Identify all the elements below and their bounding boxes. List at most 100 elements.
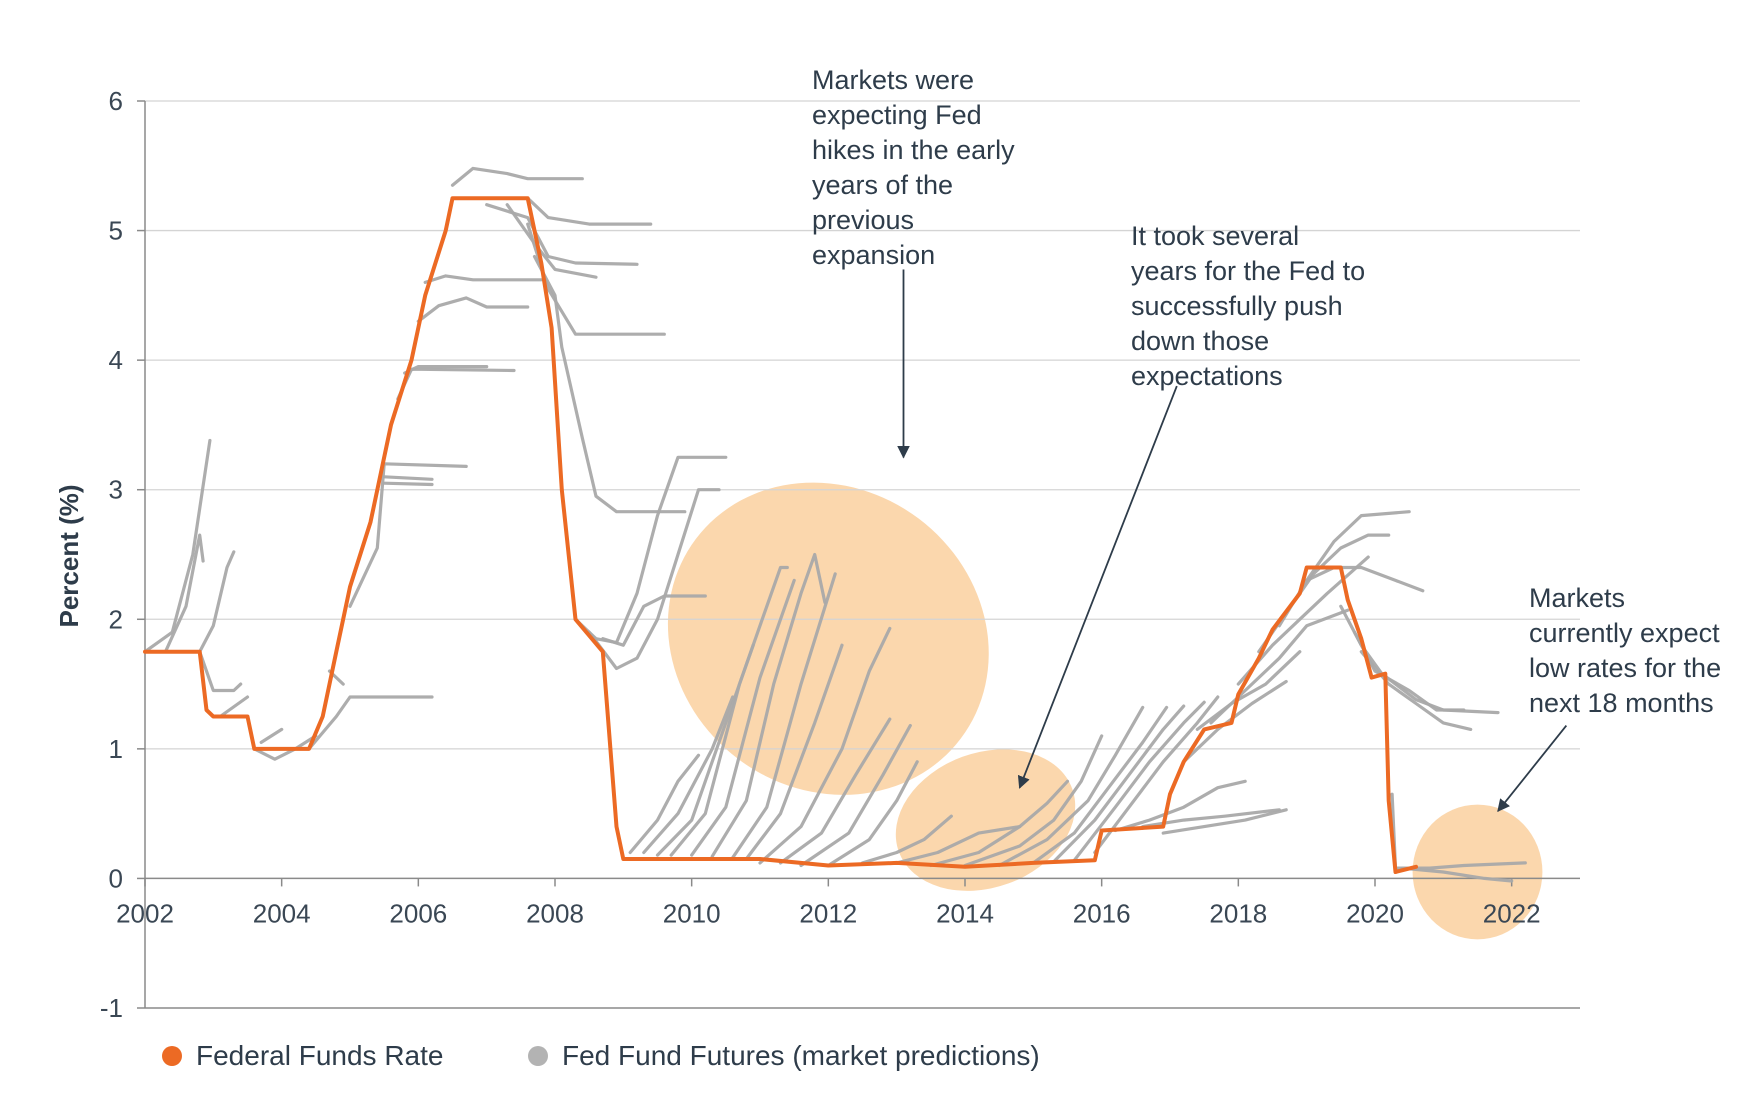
futures-line (642, 695, 735, 855)
legend-label-federal-funds-rate: Federal Funds Rate (196, 1040, 444, 1071)
annotation-text-line: low rates for the (1529, 653, 1721, 683)
futures-line (1305, 565, 1425, 593)
futures-line (1236, 555, 1370, 686)
futures-line (348, 462, 468, 608)
annotation-2: It took several years for the Fed to succe… (1017, 221, 1365, 789)
annotation-arrow (1017, 385, 1178, 789)
futures-line (895, 825, 1022, 865)
y-tick-label: 0 (109, 863, 123, 893)
x-tick-label: 2012 (799, 898, 857, 928)
futures-line (259, 727, 284, 744)
annotation-text-line: currently expect (1529, 618, 1720, 648)
annotation-text-line: expansion (812, 240, 935, 270)
y-tick-label: 5 (109, 216, 123, 246)
futures-line (1072, 700, 1206, 862)
annotation-text-line: years of the (812, 170, 953, 200)
futures-line (198, 550, 236, 654)
annotation-arrow (1497, 724, 1568, 813)
federal-funds-rate-series (143, 196, 1418, 874)
highlight-ellipse-3 (1412, 804, 1543, 940)
futures-line (710, 552, 827, 858)
futures-line (601, 594, 707, 647)
annotation-text-line: Markets were (812, 65, 974, 95)
y-axis-label: Percent (%) (54, 484, 84, 627)
futures-line (628, 753, 701, 855)
annotation-text-line: It took several (1131, 221, 1299, 251)
futures-line (423, 274, 543, 284)
annotation-text-line: previous (812, 205, 914, 235)
legend-label-fed-fund-futures: Fed Fund Futures (market predictions) (562, 1040, 1040, 1071)
x-tick-label: 2016 (1073, 898, 1131, 928)
y-tick-label: 3 (109, 475, 123, 505)
axes (144, 101, 1580, 1008)
futures-line (505, 203, 598, 279)
futures-line (1031, 705, 1169, 865)
futures-line (163, 533, 205, 654)
futures-line (669, 565, 789, 857)
futures-line (450, 166, 584, 187)
futures-line (1052, 704, 1186, 864)
futures-line (416, 296, 530, 323)
annotation-text-line: expectations (1131, 361, 1283, 391)
futures-line (1257, 533, 1391, 654)
futures-line (799, 723, 912, 868)
tick-labels: -1 0 1 2 3 4 5 6 2002 2004 2006 2008 2010 2012 2014 201… (100, 86, 1541, 1023)
futures-line (731, 572, 837, 860)
futures-line (1359, 650, 1473, 731)
futures-line (198, 650, 243, 693)
annotation-3: Markets currently expect low rates for the… (1497, 583, 1721, 813)
annotation-text-line: hikes in the early (812, 135, 1015, 165)
legend-item-fed-fund-futures: Fed Fund Futures (market predictions) (528, 1040, 1040, 1072)
legend-item-federal-funds-rate: Federal Funds Rate (162, 1040, 443, 1072)
legend-marker-fed-fund-futures (528, 1046, 548, 1066)
futures-line (396, 367, 516, 401)
futures-line (382, 481, 434, 487)
x-tick-label: 2006 (389, 898, 447, 928)
x-tick-label: 2018 (1209, 898, 1267, 928)
futures-line (826, 760, 919, 868)
futures-line (963, 734, 1104, 868)
annotation-text-line: down those (1131, 326, 1269, 356)
futures-line (929, 779, 1070, 868)
y-tick-label: 2 (109, 604, 123, 634)
futures-line (143, 438, 212, 654)
annotation-text-line: successfully push (1131, 291, 1343, 321)
futures-line (690, 578, 796, 857)
grid-lines (145, 100, 1580, 1009)
futures-line (587, 488, 721, 671)
futures-line (218, 695, 250, 719)
y-tick-label: 6 (109, 86, 123, 116)
annotation-1: Markets were expecting Fed hikes in the ea… (812, 65, 1015, 459)
x-tick-label: 2004 (253, 898, 311, 928)
annotation-text-line: Markets (1529, 583, 1625, 613)
federal-funds-rate-line (143, 196, 1418, 874)
y-tick-label: -1 (100, 993, 123, 1023)
annotation-text-line: years for the Fed to (1131, 256, 1365, 286)
futures-line (1113, 779, 1247, 833)
futures-line (1161, 808, 1288, 835)
futures-line (1400, 866, 1514, 883)
futures-line (860, 814, 953, 865)
futures-line (1209, 608, 1350, 725)
futures-line (532, 254, 687, 514)
x-tick-label: 2002 (116, 898, 174, 928)
futures-line (1195, 650, 1302, 731)
futures-line (252, 734, 318, 761)
legend-marker-federal-funds-rate (162, 1046, 182, 1066)
y-tick-label: 1 (109, 734, 123, 764)
x-tick-label: 2008 (526, 898, 584, 928)
highlight-ellipse-2 (895, 749, 1076, 891)
futures-line (471, 196, 653, 226)
annotation-text-line: expecting Fed (812, 100, 982, 130)
futures-line (744, 643, 844, 861)
futures-line (1093, 695, 1220, 855)
futures-line (307, 695, 434, 751)
annotations: Markets were expecting Fed hikes in the ea… (812, 65, 1721, 813)
x-tick-label: 2014 (936, 898, 994, 928)
futures-line (778, 717, 892, 865)
y-tick-label: 4 (109, 345, 123, 375)
futures-line (758, 626, 892, 865)
futures-line (382, 475, 434, 481)
x-tick-label: 2010 (663, 898, 721, 928)
